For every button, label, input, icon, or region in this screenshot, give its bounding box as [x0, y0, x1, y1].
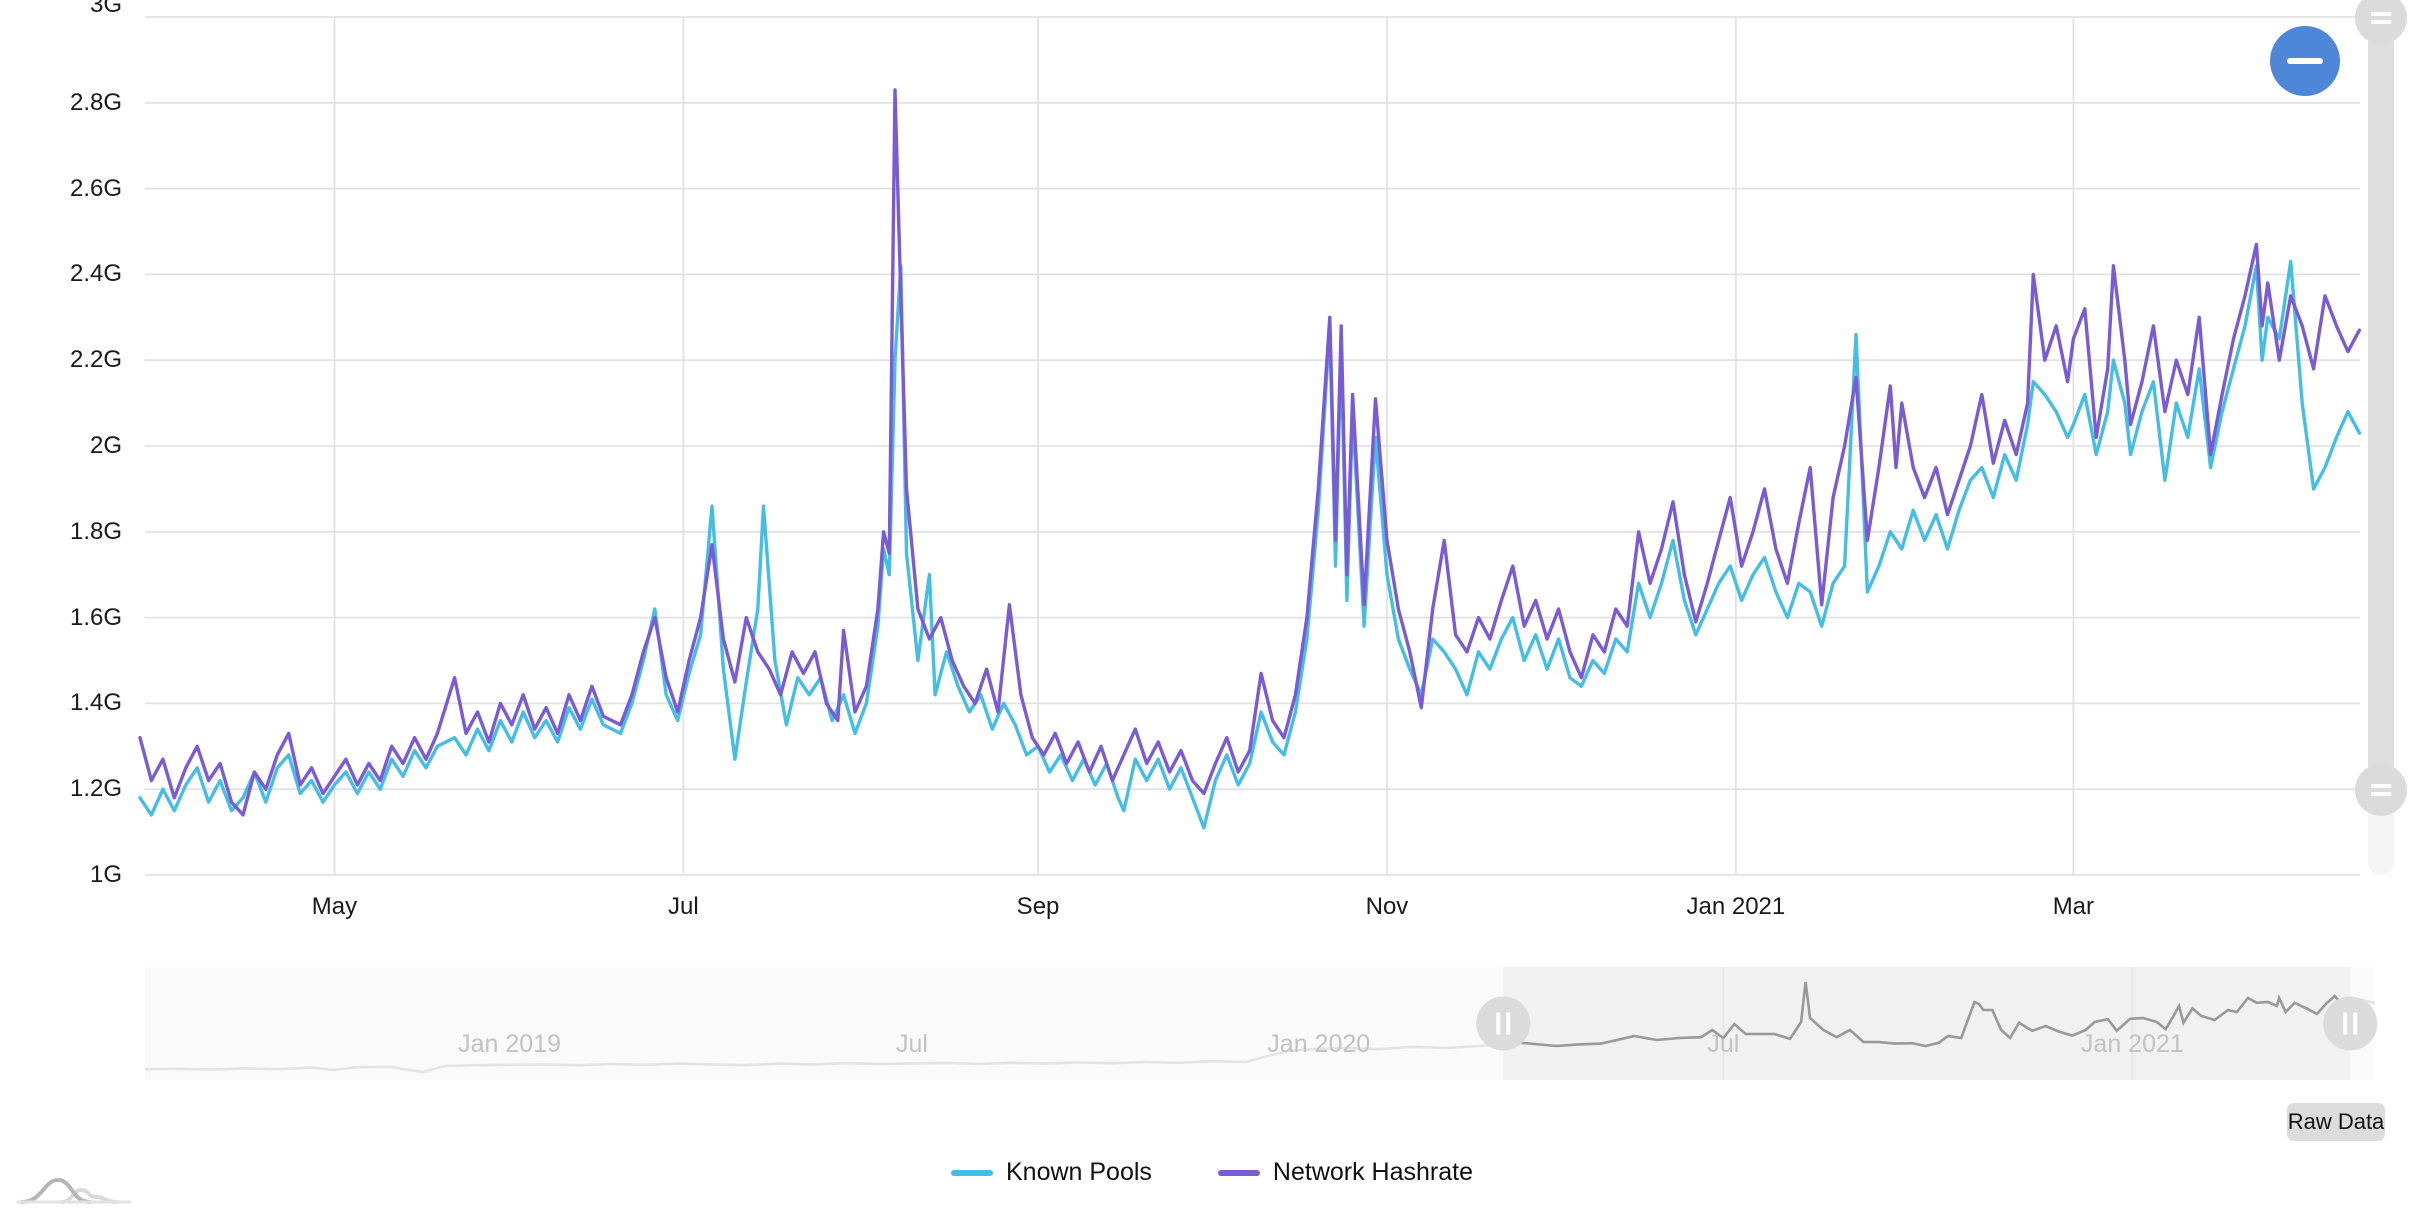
legend-marker-icon	[950, 1169, 993, 1176]
navigator-label-jan-2019: Jan 2019	[458, 1030, 561, 1058]
navigator-grip-start[interactable]	[1476, 996, 1531, 1051]
y-axis-label-1.4G: 1.4G	[69, 689, 122, 717]
x-axis-label-may: May	[311, 893, 358, 920]
y-axis-label-2G: 2G	[89, 432, 122, 459]
grip-lines-icon	[2371, 792, 2391, 796]
navigator-selected-range[interactable]	[1503, 967, 2351, 1080]
y-axis-label-1.2G: 1.2G	[69, 775, 122, 803]
navigator-label-jan-2021: Jan 2021	[2080, 1030, 2184, 1058]
y-axis-label-3G: 3G	[89, 0, 122, 18]
zoom-out-button[interactable]	[2270, 26, 2340, 96]
legend-label: Network Hashrate	[1272, 1158, 1473, 1186]
series-line-known-pools	[138, 259, 2362, 830]
y-axis-label-2.6G: 2.6G	[69, 174, 122, 202]
legend-item-network-hashrate[interactable]: Network Hashrate	[1217, 1158, 1473, 1187]
value-scrollbar-grip-bottom[interactable]	[2355, 764, 2407, 816]
navigator-label-jan-2020: Jan 2020	[1267, 1030, 1371, 1058]
y-axis-label-2.2G: 2.2G	[69, 346, 122, 374]
series-line-network-hashrate	[138, 88, 2362, 817]
x-axis-label-sep: Sep	[1016, 893, 1060, 920]
grip-lines-icon	[1506, 1012, 1511, 1035]
navigator-label-jul: Jul	[1707, 1030, 1740, 1058]
y-axis-label-1.8G: 1.8G	[69, 517, 122, 545]
grip-lines-icon	[2371, 12, 2391, 16]
y-axis-label-2.8G: 2.8G	[69, 88, 122, 116]
y-axis-label-2.4G: 2.4G	[69, 260, 122, 288]
raw-data-button[interactable]: Raw Data	[2287, 1103, 2385, 1141]
amcharts-logo	[16, 1177, 132, 1204]
grip-lines-icon	[2371, 20, 2391, 24]
x-axis-label-mar: Mar	[2052, 893, 2095, 920]
legend-marker-icon	[1217, 1169, 1260, 1176]
navigator-preview-line	[1503, 981, 2351, 1048]
y-axis-label-1G: 1G	[89, 861, 122, 888]
grip-lines-icon	[2343, 1012, 2348, 1035]
legend: Known Pools Network Hashrate	[0, 1158, 2424, 1187]
x-axis-label-jul: Jul	[668, 893, 699, 920]
value-scrollbar-range[interactable]	[2368, 8, 2394, 790]
grip-lines-icon	[1496, 1012, 1501, 1035]
minus-icon	[2287, 58, 2323, 64]
y-axis-label-1.6G: 1.6G	[69, 603, 122, 631]
x-axis-label-jan-2021: Jan 2021	[1686, 893, 1786, 920]
legend-item-known-pools[interactable]: Known Pools	[950, 1158, 1152, 1187]
legend-label: Known Pools	[1005, 1158, 1152, 1186]
navigator-grip-end[interactable]	[2323, 996, 2378, 1051]
grip-lines-icon	[2371, 784, 2391, 788]
navigator-label-jul: Jul	[895, 1030, 928, 1058]
grip-lines-icon	[2353, 1012, 2358, 1035]
x-axis-label-nov: Nov	[1365, 893, 1409, 920]
